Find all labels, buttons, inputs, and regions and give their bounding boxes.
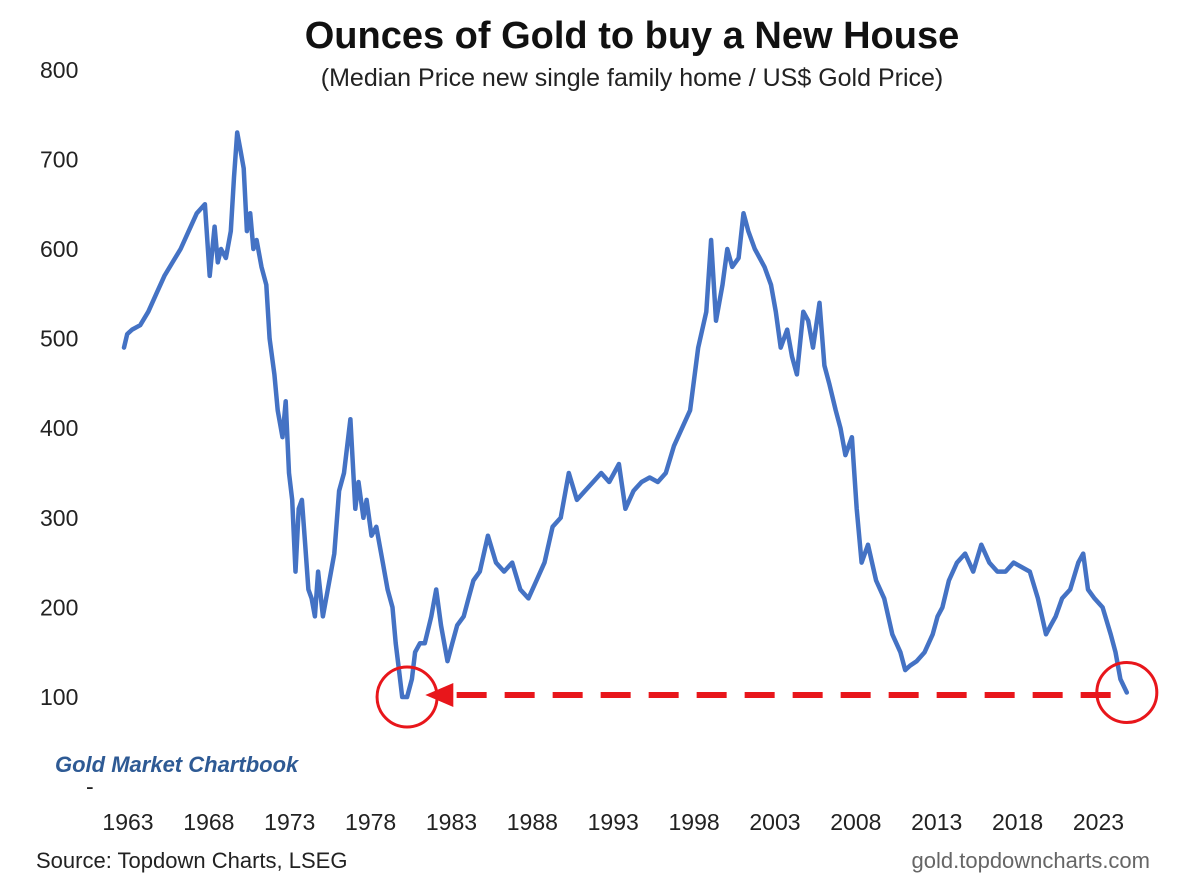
x-tick-label: 1978 <box>345 809 396 835</box>
x-tick-label: 2003 <box>749 809 800 835</box>
y-tick-label: 200 <box>40 594 78 620</box>
x-tick-label: 1968 <box>183 809 234 835</box>
x-tick-label: 1993 <box>588 809 639 835</box>
x-tick-label: 1983 <box>426 809 477 835</box>
y-tick-label: - <box>86 774 94 800</box>
x-tick-label: 2013 <box>911 809 962 835</box>
y-tick-label: 100 <box>40 684 78 710</box>
x-tick-label: 1963 <box>102 809 153 835</box>
x-tick-label: 1988 <box>507 809 558 835</box>
y-tick-label: 700 <box>40 146 78 172</box>
y-tick-label: 800 <box>40 57 78 83</box>
x-tick-label: 2008 <box>830 809 881 835</box>
source-label: Source: Topdown Charts, LSEG <box>36 848 347 873</box>
brand-label: Gold Market Chartbook <box>55 752 300 777</box>
x-tick-label: 2023 <box>1073 809 1124 835</box>
arrow-head <box>425 683 454 707</box>
x-tick-label: 1973 <box>264 809 315 835</box>
y-tick-label: 600 <box>40 236 78 262</box>
x-axis-ticks: 1963 1968 1973 1978 1983 1988 1993 1998 2003 2008… <box>102 809 1124 835</box>
x-tick-label: 2018 <box>992 809 1043 835</box>
y-tick-label: 300 <box>40 505 78 531</box>
y-axis-ticks: 800 700 600 500 400 300 200 100 - <box>40 57 94 800</box>
annotations <box>375 661 1159 729</box>
x-tick-label: 1998 <box>669 809 720 835</box>
chart-title: Ounces of Gold to buy a New House <box>305 15 960 57</box>
series-line <box>121 130 1130 700</box>
y-tick-label: 500 <box>40 326 78 352</box>
website-label: gold.topdowncharts.com <box>912 848 1150 873</box>
chart-subtitle: (Median Price new single family home / U… <box>321 64 943 92</box>
y-tick-label: 400 <box>40 415 78 441</box>
